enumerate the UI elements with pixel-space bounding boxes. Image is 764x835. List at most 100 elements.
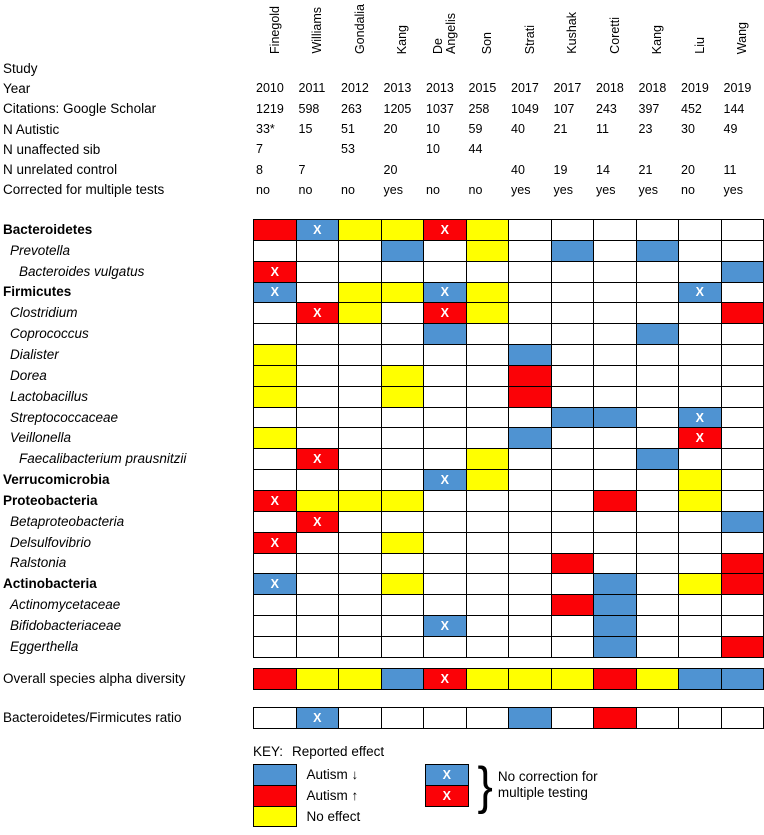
metadata-value: 2019 bbox=[723, 81, 752, 96]
heatmap-cell: X bbox=[254, 282, 296, 303]
heatmap-cell bbox=[466, 407, 508, 428]
heatmap-cell: X bbox=[296, 449, 338, 470]
heatmap-cell bbox=[466, 574, 508, 595]
metadata-value: 397 bbox=[638, 101, 660, 116]
heatmap-cell bbox=[466, 490, 508, 511]
metadata-value: 1205 bbox=[383, 101, 412, 116]
legend-item-label: Autism ↓ bbox=[306, 767, 359, 783]
heatmap-cell bbox=[381, 282, 423, 303]
taxon-label: Faecalibacterium prausnitzii bbox=[19, 451, 187, 467]
metadata-value: 10 bbox=[426, 122, 440, 137]
study-column-header: Finegold bbox=[254, 0, 297, 54]
heatmap-cell bbox=[679, 595, 721, 616]
heatmap-cell bbox=[509, 386, 551, 407]
heatmap-cell bbox=[339, 595, 381, 616]
heatmap-cell bbox=[636, 407, 678, 428]
heatmap-cell bbox=[381, 407, 423, 428]
heatmap-cell bbox=[594, 708, 636, 728]
heatmap-cell bbox=[636, 574, 678, 595]
heatmap-cell bbox=[509, 616, 551, 636]
metadata-value: 44 bbox=[468, 142, 483, 157]
heatmap-cell bbox=[594, 470, 636, 490]
heatmap-cell: X bbox=[296, 511, 338, 532]
metadata-value: 598 bbox=[298, 101, 320, 116]
heatmap-cell bbox=[636, 470, 678, 490]
metadata-value: 2013 bbox=[383, 81, 412, 96]
heatmap-cell bbox=[254, 511, 296, 532]
metadata-value: 30 bbox=[681, 122, 695, 137]
heatmap-cell bbox=[679, 345, 721, 365]
heatmap-cell bbox=[721, 303, 763, 324]
heatmap-cell bbox=[466, 428, 508, 449]
heatmap-cell bbox=[339, 708, 381, 728]
heatmap-cell bbox=[551, 386, 593, 407]
heatmap-cell bbox=[339, 261, 381, 282]
heatmap-cell bbox=[254, 636, 296, 657]
heatmap-cell bbox=[339, 616, 381, 636]
heatmap-cell bbox=[551, 303, 593, 324]
study-name-text: Strati bbox=[522, 24, 537, 54]
heatmap-cell bbox=[636, 365, 678, 386]
metadata-value: yes bbox=[383, 182, 403, 197]
metadata-row-label: N Autistic bbox=[3, 121, 60, 137]
taxon-label: Coprococcus bbox=[10, 326, 89, 342]
heatmap-cell bbox=[721, 616, 763, 636]
metadata-row-label: Study bbox=[3, 60, 38, 76]
heatmap-cell bbox=[381, 708, 423, 728]
heatmap-cell bbox=[594, 324, 636, 345]
heatmap-cell bbox=[466, 386, 508, 407]
heatmap-cell bbox=[551, 532, 593, 553]
metadata-row: N unaffected sib 7 53 10 44 bbox=[0, 139, 764, 159]
study-name-text: Finegold bbox=[267, 6, 282, 54]
metadata-value: 49 bbox=[723, 122, 738, 137]
heatmap-cell bbox=[424, 449, 466, 470]
heatmap-cell bbox=[594, 595, 636, 616]
taxon-label: Delsulfovibrio bbox=[10, 534, 92, 550]
study-names-header: Finegold Williams Gondalia Kang De Angelis So… bbox=[254, 0, 764, 54]
heatmap-cell bbox=[381, 324, 423, 345]
heatmap-cell bbox=[339, 407, 381, 428]
metadata-value: 20 bbox=[383, 122, 398, 137]
heatmap-cell bbox=[679, 669, 721, 689]
heatmap-cell bbox=[551, 470, 593, 490]
heatmap-cell bbox=[254, 708, 296, 728]
heatmap-cell bbox=[381, 345, 423, 365]
heatmap-cell bbox=[381, 240, 423, 261]
heatmap-cell bbox=[381, 574, 423, 595]
heatmap-cell bbox=[296, 261, 338, 282]
heatmap-cell bbox=[296, 324, 338, 345]
heatmap-cell bbox=[636, 240, 678, 261]
heatmap-cell bbox=[594, 303, 636, 324]
heatmap-cell: X bbox=[254, 490, 296, 511]
study-column-header: Kang bbox=[382, 0, 425, 54]
metadata-value: 10 bbox=[426, 142, 440, 157]
metadata-value: 15 bbox=[298, 122, 313, 137]
heatmap-cell bbox=[551, 574, 593, 595]
heatmap-cell bbox=[509, 282, 551, 303]
legend-title-prefix: KEY: bbox=[253, 744, 284, 759]
heatmap-cell bbox=[424, 490, 466, 511]
heatmap-cell bbox=[594, 553, 636, 574]
heatmap-cell bbox=[381, 616, 423, 636]
brace-glyph: } bbox=[477, 756, 493, 815]
heatmap-cell bbox=[296, 345, 338, 365]
heatmap-cell bbox=[254, 428, 296, 449]
heatmap-cell bbox=[594, 449, 636, 470]
heatmap-cell bbox=[509, 365, 551, 386]
heatmap-cell bbox=[551, 324, 593, 345]
heatmap-cell bbox=[721, 511, 763, 532]
taxon-label: Eggerthella bbox=[10, 638, 79, 654]
metadata-value: 452 bbox=[681, 101, 702, 116]
heatmap-cell bbox=[424, 345, 466, 365]
heatmap-cell bbox=[679, 240, 721, 261]
heatmap-cell bbox=[254, 616, 296, 636]
heatmap-cell bbox=[424, 708, 466, 728]
study-column-header: Wang bbox=[722, 0, 764, 54]
heatmap-cell bbox=[679, 708, 721, 728]
heatmap-cell bbox=[679, 636, 721, 657]
heatmap-cell bbox=[466, 470, 508, 490]
metadata-value: yes bbox=[723, 182, 743, 197]
taxon-label: Bacteroides vulgatus bbox=[19, 263, 145, 279]
taxon-label: Streptococcaceae bbox=[10, 409, 119, 425]
